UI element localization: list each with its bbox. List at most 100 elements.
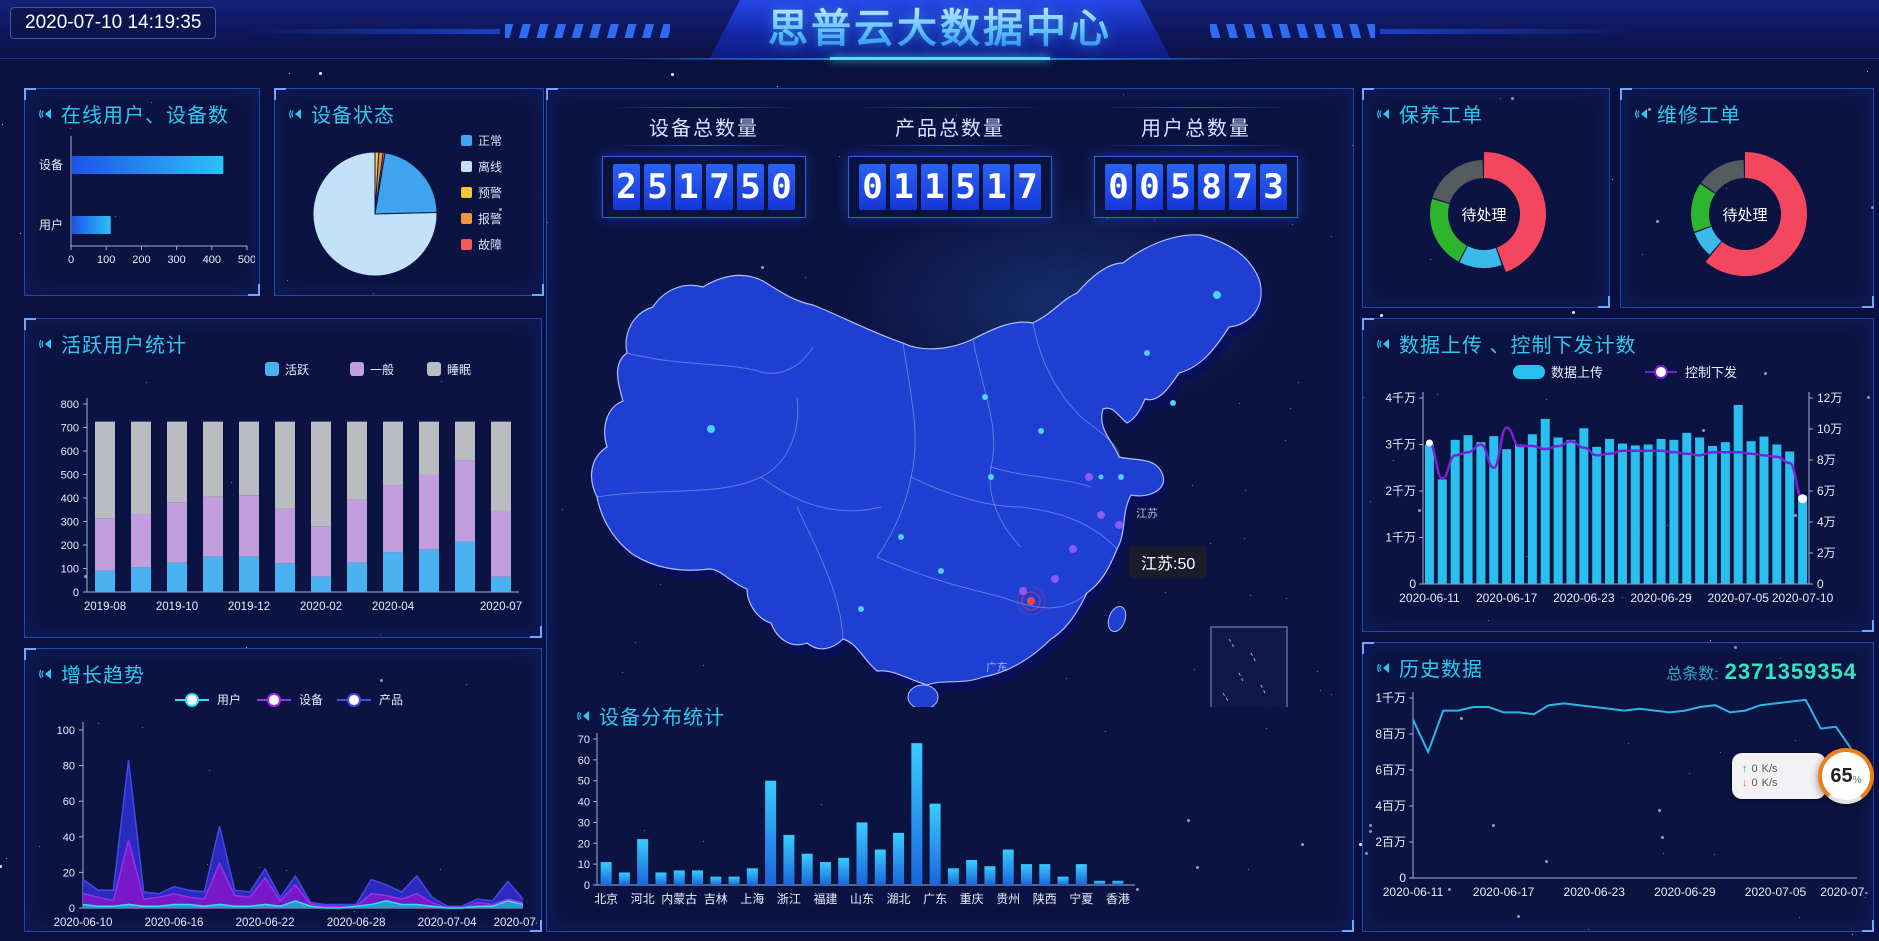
svg-text:40: 40 <box>63 832 75 844</box>
panel-header: 增长趋势 <box>25 649 541 688</box>
svg-text:离线: 离线 <box>478 159 502 174</box>
svg-text:活跃: 活跃 <box>285 363 309 377</box>
panel-header: 保养工单 <box>1363 89 1609 128</box>
score-gauge[interactable]: 65 % <box>1818 748 1874 804</box>
svg-text:0: 0 <box>1817 577 1824 591</box>
panel-active-users: 活跃用户统计 活跃 一般 睡眠 0 100 200 300 400 500 600 700 800 20… <box>24 318 542 638</box>
svg-text:2020-07-10: 2020-07-10 <box>1820 885 1869 899</box>
history-total: 总条数: 2371359354 <box>1666 659 1857 685</box>
svg-text:10: 10 <box>578 859 590 871</box>
svg-text:正常: 正常 <box>478 134 502 148</box>
svg-text:40: 40 <box>578 797 590 809</box>
repair-donut-chart[interactable]: 待处理 <box>1621 128 1869 304</box>
maintenance-donut-chart[interactable]: 待处理 <box>1363 128 1605 304</box>
download-arrow-icon: ↓ <box>1742 777 1748 789</box>
header-bar-left <box>250 29 500 34</box>
panel-online-users-devices: 在线用户、设备数 设备 用户 0 100 200 300 400 500 <box>24 88 260 296</box>
header-bar-right <box>1380 29 1630 34</box>
score-percent-sign: % <box>1852 774 1862 786</box>
page-title: 思普云大数据中心 <box>710 0 1170 58</box>
speaker-icon <box>39 667 53 681</box>
svg-text:2020-06-11: 2020-06-11 <box>1383 885 1444 899</box>
panel-header: 在线用户、设备数 <box>25 89 259 128</box>
svg-text:待处理: 待处理 <box>1722 207 1767 224</box>
south-china-sea-inset <box>1210 626 1288 728</box>
svg-text:6万: 6万 <box>1817 484 1836 498</box>
distribution-title: 设备分布统计 <box>577 701 725 730</box>
panel-device-status: 设备状态 正常 离线 预警 报警 故障 <box>274 88 544 296</box>
svg-text:2020-06-17: 2020-06-17 <box>1476 591 1538 605</box>
svg-text:吉林: 吉林 <box>704 892 728 906</box>
svg-text:30: 30 <box>578 817 590 829</box>
svg-text:设备: 设备 <box>39 158 63 172</box>
svg-text:20: 20 <box>63 867 75 879</box>
title-underline-glow <box>830 57 1050 60</box>
svg-text:湖北: 湖北 <box>887 891 911 906</box>
svg-text:广东: 广东 <box>923 892 947 906</box>
speaker-icon <box>289 107 303 121</box>
svg-text:100: 100 <box>97 254 115 266</box>
upload-control-bar-line-chart[interactable]: 数据上传 控制下发 0 1千万 2千万 3千万 4千万 0 2万 4万 6万 8万 10万 12万 2020… <box>1363 358 1869 626</box>
svg-text:0: 0 <box>68 254 74 266</box>
svg-text:2百万: 2百万 <box>1375 835 1406 849</box>
svg-text:0: 0 <box>73 587 79 599</box>
decorative-line <box>609 107 799 108</box>
svg-text:北京: 北京 <box>594 892 618 906</box>
svg-text:2020-02: 2020-02 <box>300 601 342 613</box>
svg-text:2020-07-05: 2020-07-05 <box>1745 885 1807 899</box>
svg-text:一般: 一般 <box>370 362 394 377</box>
download-speed-value: 0 <box>1751 777 1758 789</box>
svg-text:产品: 产品 <box>379 693 403 707</box>
svg-text:2千万: 2千万 <box>1385 484 1416 498</box>
panel-header: 历史数据 <box>1363 643 1873 682</box>
svg-text:香港: 香港 <box>1106 892 1130 906</box>
panel-title-text: 数据上传 、控制下发计数 <box>1399 335 1637 357</box>
svg-text:上海: 上海 <box>740 891 764 906</box>
panel-growth-trend: 增长趋势 用户 设备 产品 0 20 40 60 80 100 2020-06-10 2020-06… <box>24 648 552 932</box>
svg-text:2020-07-09: 2020-07-09 <box>494 917 537 929</box>
svg-text:2019-08: 2019-08 <box>84 601 126 613</box>
svg-text:1千万: 1千万 <box>1385 531 1416 545</box>
hainan-island <box>907 684 939 710</box>
svg-text:4千万: 4千万 <box>1385 391 1416 405</box>
svg-text:100: 100 <box>61 564 79 576</box>
svg-text:2019-12: 2019-12 <box>228 601 270 613</box>
speaker-icon <box>1377 107 1391 121</box>
svg-text:用户: 用户 <box>39 217 63 232</box>
china-map[interactable]: 江苏 广东 <box>561 177 1351 728</box>
svg-text:200: 200 <box>61 540 79 552</box>
growth-trend-area-chart[interactable]: 用户 设备 产品 0 20 40 60 80 100 2020-06-10 2020-06-16 20… <box>25 688 553 936</box>
svg-text:70: 70 <box>578 734 590 746</box>
active-users-stacked-bar-chart[interactable]: 活跃 一般 睡眠 0 100 200 300 400 500 600 700 800 2019-08 20… <box>25 358 537 640</box>
svg-text:睡眠: 睡眠 <box>447 363 471 377</box>
svg-text:2020-06-29: 2020-06-29 <box>1630 591 1692 605</box>
network-speed-pill: ↑ 0 K/s ↓ 0 K/s <box>1732 753 1826 799</box>
panel-title-text: 设备分布统计 <box>599 707 725 729</box>
svg-text:2020-06-17: 2020-06-17 <box>1473 885 1535 899</box>
network-speed-overlay[interactable]: ↑ 0 K/s ↓ 0 K/s 65 % <box>1732 748 1874 804</box>
upload-speed-row: ↑ 0 K/s <box>1742 763 1826 775</box>
device-distribution-bar-chart[interactable]: 0 10 20 30 40 50 60 70 北京 河北 内蒙古 吉林 上海 浙江 福建 山东 湖北 广东 重庆 贵州… <box>567 725 1167 927</box>
svg-text:2020-06-28: 2020-06-28 <box>327 917 386 929</box>
svg-text:2020-06-16: 2020-06-16 <box>145 917 204 929</box>
decorative-line <box>855 107 1045 108</box>
svg-text:用户: 用户 <box>217 692 241 707</box>
svg-text:宁夏: 宁夏 <box>1069 891 1093 906</box>
panel-header: 活跃用户统计 <box>25 319 541 358</box>
panel-repair-orders: 维修工单 待处理 <box>1620 88 1874 308</box>
panel-title-text: 活跃用户统计 <box>61 335 187 357</box>
history-line-chart[interactable]: 0 2百万 4百万 6百万 8百万 1千万 2020-06-11 2020-06-17 2020… <box>1363 682 1879 914</box>
svg-text:设备: 设备 <box>299 693 323 707</box>
download-speed-unit: K/s <box>1761 777 1778 789</box>
map-purple-dots <box>1019 473 1123 595</box>
svg-text:100: 100 <box>57 725 75 737</box>
score-value: 65 <box>1830 764 1853 787</box>
svg-text:预警: 预警 <box>478 185 502 200</box>
title-plate-decoration <box>710 0 1170 58</box>
